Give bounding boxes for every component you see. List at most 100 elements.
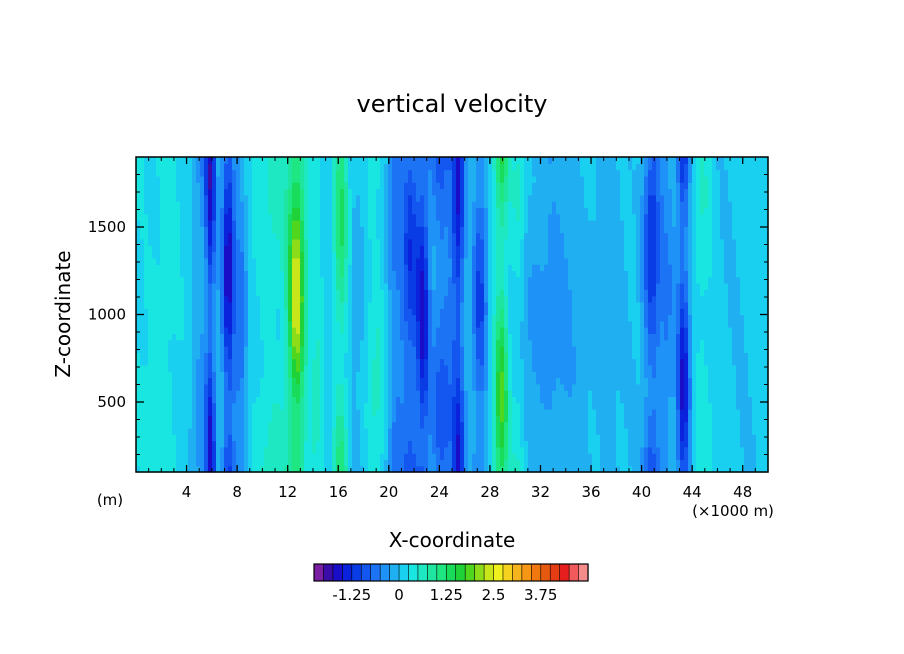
heatmap-cell <box>320 364 325 372</box>
heatmap-cell <box>420 314 425 322</box>
heatmap-cell <box>224 390 229 397</box>
heatmap-cell <box>576 459 581 467</box>
heatmap-cell <box>324 270 329 278</box>
heatmap-cell <box>456 427 461 435</box>
heatmap-cell <box>352 390 357 397</box>
heatmap-cell <box>720 295 725 303</box>
heatmap-cell <box>236 415 241 423</box>
heatmap-cell <box>616 339 621 347</box>
heatmap-cell <box>272 383 277 391</box>
heatmap-cell <box>268 283 273 290</box>
heatmap-cell <box>200 308 205 316</box>
heatmap-cell <box>720 440 725 448</box>
heatmap-cell <box>272 283 277 290</box>
heatmap-cell <box>284 434 289 442</box>
heatmap-cell <box>308 295 313 303</box>
heatmap-cell <box>484 440 489 448</box>
heatmap-cell <box>356 396 361 404</box>
heatmap-cell <box>140 339 145 347</box>
heatmap-cell <box>348 289 353 297</box>
heatmap-cell <box>208 427 213 435</box>
heatmap-cell <box>664 327 669 334</box>
heatmap-cell <box>564 459 569 467</box>
heatmap-cell <box>612 295 617 303</box>
heatmap-cell <box>620 377 625 385</box>
heatmap-cell <box>440 308 445 316</box>
heatmap-cell <box>140 396 145 404</box>
heatmap-cell <box>744 409 749 416</box>
heatmap-cell <box>312 446 317 454</box>
heatmap-cell <box>164 453 169 460</box>
heatmap-cell <box>144 465 149 473</box>
heatmap-cell <box>516 453 521 460</box>
heatmap-cell <box>544 289 549 297</box>
heatmap-cell <box>436 320 441 328</box>
heatmap-cell <box>264 333 269 341</box>
heatmap-cell <box>728 358 733 366</box>
heatmap-cell <box>436 415 441 423</box>
heatmap-cell <box>468 402 473 410</box>
heatmap-cell <box>384 364 389 372</box>
heatmap-cell <box>140 314 145 322</box>
heatmap-cell <box>288 409 293 416</box>
heatmap-cell <box>732 459 737 467</box>
heatmap-cell <box>384 434 389 442</box>
heatmap-cell <box>524 327 529 334</box>
heatmap-cell <box>372 327 377 334</box>
heatmap-cell <box>572 371 577 379</box>
heatmap-cell <box>468 427 473 435</box>
heatmap-cell <box>520 308 525 316</box>
heatmap-cell <box>408 440 413 448</box>
heatmap-cell <box>680 276 685 284</box>
heatmap-cell <box>464 440 469 448</box>
heatmap-cell <box>672 465 677 473</box>
heatmap-cell <box>332 415 337 423</box>
heatmap-cell <box>392 396 397 404</box>
heatmap-cell <box>616 327 621 334</box>
heatmap-cell <box>688 339 693 347</box>
heatmap-cell <box>400 440 405 448</box>
heatmap-cell <box>700 352 705 360</box>
heatmap-cell <box>452 383 457 391</box>
heatmap-cell <box>400 320 405 328</box>
heatmap-cell <box>720 314 725 322</box>
heatmap-cell <box>136 390 141 397</box>
heatmap-cell <box>576 289 581 297</box>
heatmap-cell <box>356 453 361 460</box>
heatmap-cell <box>232 333 237 341</box>
heatmap-cell <box>292 308 297 316</box>
heatmap-cell <box>460 314 465 322</box>
heatmap-cell <box>524 465 529 473</box>
heatmap-cell <box>260 283 265 290</box>
heatmap-cell <box>240 320 245 328</box>
heatmap-cell <box>620 459 625 467</box>
heatmap-cell <box>512 409 517 416</box>
heatmap-cell <box>304 409 309 416</box>
heatmap-cell <box>592 283 597 290</box>
heatmap-cell <box>572 446 577 454</box>
heatmap-cell <box>140 283 145 290</box>
heatmap-cell <box>476 327 481 334</box>
heatmap-cell <box>376 383 381 391</box>
heatmap-cell <box>484 301 489 309</box>
heatmap-cell <box>616 333 621 341</box>
heatmap-cell <box>508 377 513 385</box>
heatmap-cell <box>752 333 757 341</box>
heatmap-cell <box>436 371 441 379</box>
heatmap-cell <box>740 402 745 410</box>
heatmap-cell <box>608 402 613 410</box>
heatmap-cell <box>148 427 153 435</box>
heatmap-cell <box>636 453 641 460</box>
heatmap-cell <box>368 320 373 328</box>
heatmap-cell <box>340 453 345 460</box>
heatmap-cell <box>668 327 673 334</box>
heatmap-cell <box>148 289 153 297</box>
heatmap-cell <box>220 421 225 429</box>
heatmap-cell <box>376 371 381 379</box>
heatmap-cell <box>600 346 605 353</box>
heatmap-cell <box>664 314 669 322</box>
heatmap-cell <box>384 409 389 416</box>
heatmap-cell <box>400 352 405 360</box>
heatmap-cell <box>556 364 561 372</box>
heatmap-cell <box>624 364 629 372</box>
